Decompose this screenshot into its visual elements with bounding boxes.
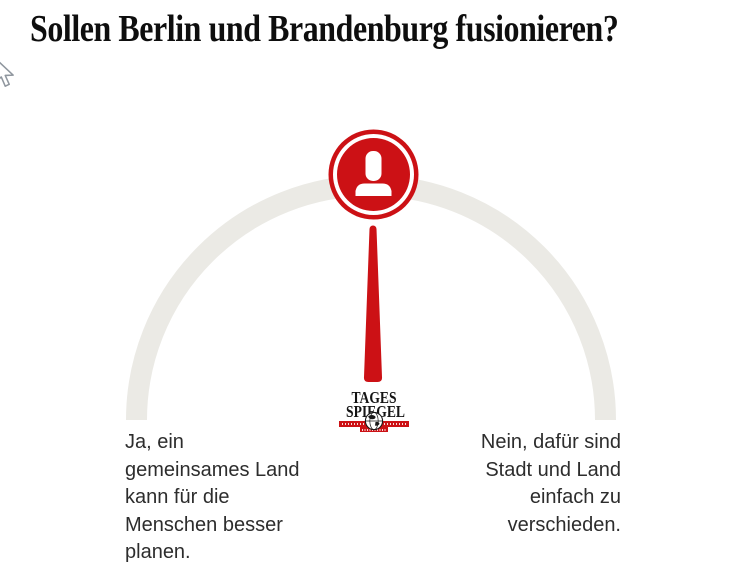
globe-icon	[364, 411, 384, 431]
left-option-line: planen.	[125, 541, 191, 563]
logo-banner	[339, 411, 409, 432]
gauge-needle	[363, 225, 383, 382]
gauge-handle[interactable]	[328, 129, 419, 220]
left-option-label: Ja, ein gemeinsames Land kann für die Me…	[125, 429, 300, 567]
right-option-label: Nein, dafür sind Stadt und Land einfach …	[481, 429, 621, 539]
arrow-cursor-icon	[0, 61, 14, 87]
poll-question: Sollen Berlin und Brandenburg fusioniere…	[30, 8, 619, 50]
left-option-line: Menschen besser	[125, 513, 283, 536]
tagesspiegel-logo: TAGES SPIEGEL	[339, 388, 409, 432]
logo-line-1: TAGES	[351, 388, 397, 407]
logo-line-2: SPIEGEL	[346, 401, 405, 421]
right-option-line: verschieden.	[507, 513, 621, 536]
left-option-line: gemeinsames Land	[125, 458, 300, 481]
right-option-line: Stadt und Land	[485, 458, 621, 481]
left-option-line: Ja, ein	[125, 431, 184, 453]
right-option-line: Nein, dafür sind	[480, 431, 621, 453]
right-option-line: einfach zu	[529, 486, 621, 508]
left-option-line: kann für die	[125, 486, 230, 508]
user-silhouette-icon	[355, 151, 392, 196]
